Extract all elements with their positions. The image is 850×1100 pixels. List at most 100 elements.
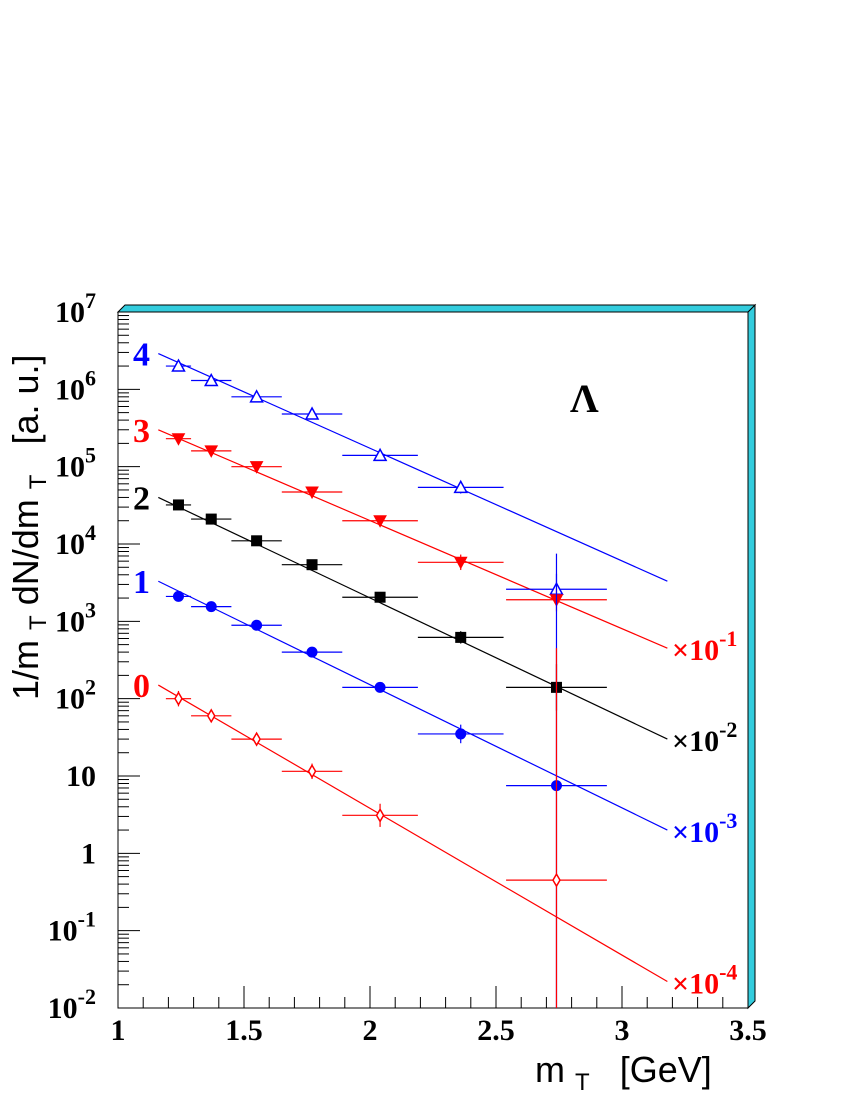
scale-factor-base: ×10 — [672, 725, 719, 758]
open-triangle-marker — [203, 372, 219, 387]
open-triangle-marker — [249, 389, 264, 403]
x-axis-ticks: 1 1.5 2 2.5 3 3.5 — [111, 986, 767, 1047]
scale-factor-base: ×10 — [672, 816, 719, 849]
down-triangle-marker — [373, 515, 387, 528]
scale-factor-exponent: -4 — [719, 960, 737, 985]
series-label-1: 1 — [133, 564, 150, 601]
y-axis-title: 1/m T dN/dm T [a. u.] — [5, 354, 54, 700]
y-tick-base: 10 — [55, 605, 85, 638]
y-tick-label: 104 — [55, 520, 96, 561]
y-axis-title-sub-1: T — [25, 615, 52, 630]
y-tick-label: 10-2 — [48, 984, 96, 1025]
scale-factor-base: ×10 — [672, 634, 719, 667]
x-tick-label: 3 — [615, 1014, 630, 1047]
square-marker — [306, 559, 318, 571]
y-tick-base: 10 — [55, 451, 85, 484]
x-axis-title-sub: T — [575, 1069, 590, 1096]
y-tick-label: 105 — [55, 443, 96, 484]
y-tick-exponent: 7 — [85, 288, 96, 313]
y-axis-title-sub-2: T — [25, 474, 52, 489]
x-tick-label: 2 — [363, 1014, 378, 1047]
circle-marker — [251, 619, 263, 631]
y-tick-base: 10 — [55, 528, 85, 561]
y-tick-base: 10 — [48, 992, 78, 1025]
y-axis-title-part-2: dN/dm — [5, 499, 46, 605]
fit-line-2 — [158, 496, 668, 740]
y-tick-label: 1 — [81, 837, 96, 870]
scale-factor-exponent: -2 — [719, 717, 737, 742]
down-triangle-marker — [171, 433, 186, 446]
data-points — [165, 358, 607, 1008]
circle-marker — [306, 646, 318, 658]
series-label-2: 2 — [133, 480, 150, 517]
series-label-4: 4 — [133, 337, 150, 374]
diamond-marker — [174, 691, 183, 707]
y-tick-exponent: -2 — [78, 984, 96, 1009]
series-label-3: 3 — [133, 413, 150, 450]
y-tick-exponent: -1 — [78, 907, 96, 932]
y-tick-exponent: 2 — [85, 675, 96, 700]
diamond-marker — [552, 872, 561, 888]
y-tick-base: 10 — [55, 296, 85, 329]
down-triangle-marker — [204, 445, 219, 458]
particle-annotation: Λ — [570, 376, 599, 421]
diamond-marker — [252, 731, 261, 747]
x-tick-label: 1 — [111, 1014, 126, 1047]
circle-marker — [205, 601, 217, 613]
diamond-marker — [375, 807, 385, 823]
scale-factor-label: ×10-1 — [672, 626, 737, 667]
y-axis-title-part-3: [a. u.] — [5, 354, 46, 464]
scale-factor-exponent: -1 — [719, 626, 737, 651]
y-tick-label: 106 — [55, 365, 96, 406]
y-tick-exponent: 5 — [85, 443, 96, 468]
frame-shadow-top — [116, 304, 757, 313]
x-axis-title: m T [GeV] — [535, 1049, 712, 1098]
open-triangle-marker — [304, 406, 320, 420]
down-triangle-marker — [453, 556, 468, 570]
scale-factor-base: ×10 — [672, 968, 719, 1001]
y-tick-base: 10 — [48, 915, 78, 948]
scale-factor-label: ×10-2 — [672, 717, 737, 758]
series-labels: 43×10-12×10-21×10-30×10-4 — [133, 337, 737, 1001]
square-marker — [172, 499, 184, 511]
fit-lines — [158, 353, 668, 983]
series-label-0: 0 — [133, 668, 150, 705]
y-axis-title-part-1: 1/m — [5, 640, 46, 700]
x-tick-label: 1.5 — [225, 1014, 263, 1047]
down-triangle-marker — [249, 461, 264, 474]
x-axis-title-unit: [GeV] — [620, 1049, 712, 1090]
open-triangle-marker — [372, 447, 388, 462]
y-tick-exponent: 4 — [85, 520, 96, 545]
square-marker — [205, 513, 217, 525]
y-tick-base: 1 — [81, 837, 96, 870]
down-triangle-marker — [305, 486, 319, 500]
scale-factor-label: ×10-3 — [672, 808, 737, 849]
y-tick-label: 10 — [66, 760, 96, 793]
open-triangle-marker — [171, 358, 186, 372]
x-tick-label: 2.5 — [477, 1014, 515, 1047]
circle-marker — [172, 590, 184, 602]
plot-area — [117, 311, 749, 1009]
y-tick-base: 10 — [55, 373, 85, 406]
y-tick-base: 10 — [66, 760, 96, 793]
y-tick-exponent: 3 — [85, 597, 96, 622]
diamond-marker — [307, 763, 317, 779]
fit-line-1 — [158, 580, 668, 831]
fit-line-4 — [158, 353, 668, 582]
y-tick-label: 107 — [55, 288, 96, 329]
y-tick-exponent: 6 — [85, 365, 96, 390]
square-marker — [374, 591, 386, 603]
fit-line-0 — [158, 684, 668, 983]
square-marker — [251, 535, 263, 547]
scale-factor-exponent: -3 — [719, 808, 737, 833]
frame-shadow-right — [747, 303, 756, 1010]
y-tick-label: 103 — [55, 597, 96, 638]
square-marker — [455, 631, 467, 643]
x-tick-label: 3.5 — [729, 1014, 767, 1047]
x-axis-title-main: m — [535, 1049, 565, 1090]
y-tick-label: 10-1 — [48, 907, 96, 948]
circle-marker — [455, 728, 467, 740]
y-tick-base: 10 — [55, 683, 85, 716]
